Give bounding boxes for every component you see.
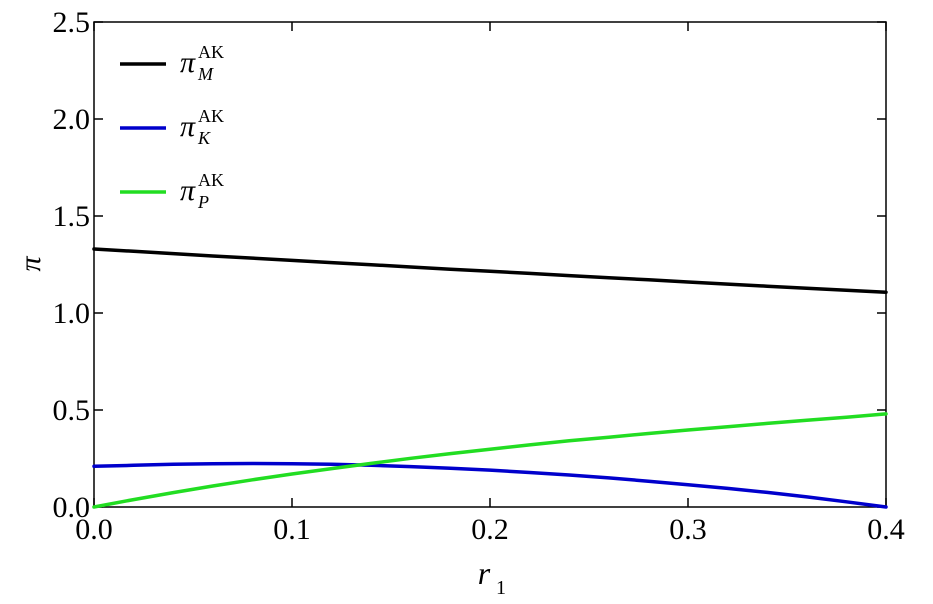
y-axis-label-text: π xyxy=(14,256,47,272)
y-tick-label: 2.0 xyxy=(53,103,91,136)
series-line-k xyxy=(92,461,888,509)
legend-box xyxy=(104,30,246,220)
legend-superscript: AK xyxy=(198,170,224,190)
x-tick-label: 0.3 xyxy=(669,513,707,546)
series-line-p xyxy=(92,412,888,509)
x-axis-label-subscript: 1 xyxy=(496,577,506,599)
x-axis-label-text: r xyxy=(478,555,491,591)
x-tick-label: 0.2 xyxy=(471,513,509,546)
legend-superscript: AK xyxy=(198,106,224,126)
legend-symbol: π xyxy=(180,174,196,207)
legend-subscript: K xyxy=(197,128,211,148)
series-lines xyxy=(92,247,888,509)
y-tick-label: 0.5 xyxy=(53,394,91,427)
x-axis-label: r 1 xyxy=(478,555,506,599)
legend-subscript: M xyxy=(197,64,214,84)
legend-symbol: π xyxy=(180,110,196,143)
y-axis-ticks: 0.0 0.5 1.0 1.5 2.0 2.5 xyxy=(53,6,886,524)
legend-subscript: P xyxy=(197,192,209,212)
x-tick-label: 0.1 xyxy=(273,513,311,546)
y-tick-label: 1.5 xyxy=(53,200,91,233)
x-axis-ticks: 0.0 0.1 0.2 0.3 0.4 xyxy=(75,22,905,546)
legend-symbol: π xyxy=(180,46,196,79)
y-tick-label: 2.5 xyxy=(53,6,91,39)
series-line-m xyxy=(92,247,888,294)
y-tick-label: 1.0 xyxy=(53,297,91,330)
y-axis-label: π xyxy=(14,256,47,272)
x-tick-label: 0.4 xyxy=(867,513,905,546)
y-tick-label: 0.0 xyxy=(53,491,91,524)
x-tick-label: 0.0 xyxy=(75,513,113,546)
legend-superscript: AK xyxy=(198,42,224,62)
